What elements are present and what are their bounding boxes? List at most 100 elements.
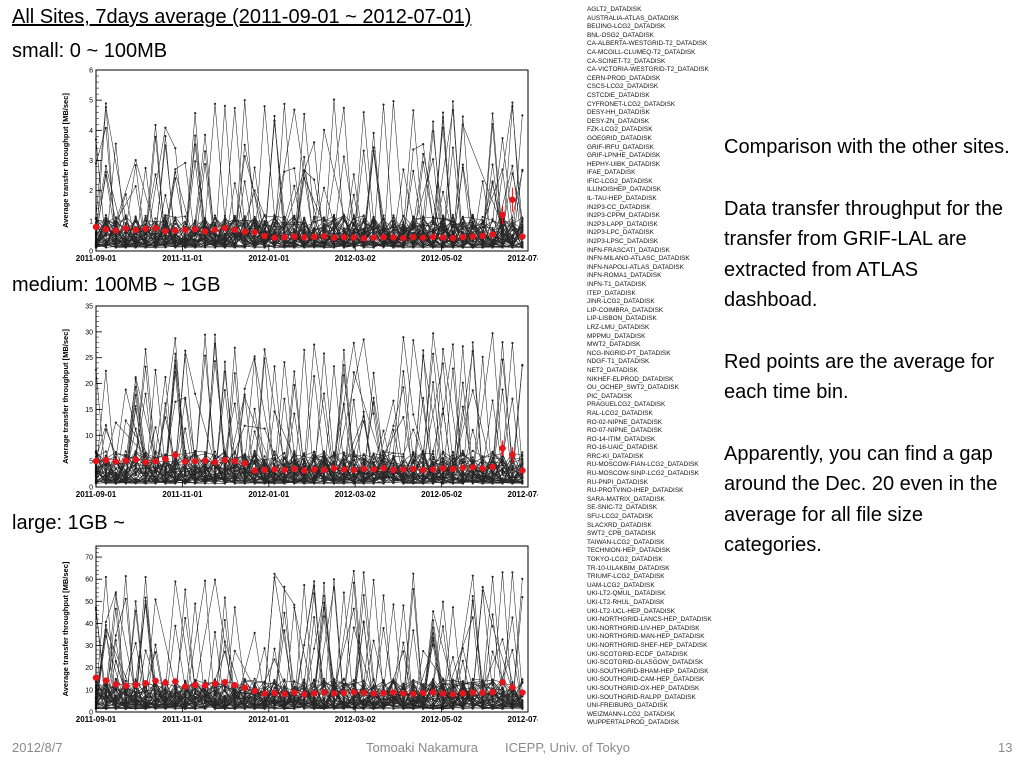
site-point (392, 451, 395, 454)
site-point (94, 466, 98, 469)
average-point (479, 465, 486, 472)
site-point (342, 402, 345, 405)
site-point (233, 479, 236, 482)
site-trace (95, 103, 523, 248)
site-point (481, 456, 484, 459)
site-point (511, 164, 514, 167)
average-point (469, 233, 476, 240)
site-point (134, 470, 137, 474)
site-point (382, 456, 385, 459)
site-point (283, 451, 286, 455)
site-point (372, 146, 375, 149)
site-point (441, 244, 445, 247)
site-point (184, 396, 187, 399)
site-point (471, 456, 474, 459)
site-point (441, 116, 445, 119)
site-point (124, 474, 127, 477)
site-point (303, 156, 306, 159)
site-point (511, 219, 514, 222)
site-point (372, 216, 375, 219)
site-point (194, 465, 197, 468)
site-point (422, 460, 425, 464)
site-point (104, 481, 108, 484)
average-point (122, 225, 129, 232)
site-point (342, 230, 345, 233)
site-point (372, 232, 375, 235)
site-point (134, 467, 137, 470)
site-point (184, 215, 187, 218)
site-point (471, 227, 474, 230)
site-point (104, 102, 108, 105)
average-point (231, 457, 239, 465)
y-tick-label: 50 (85, 599, 93, 606)
average-point (479, 232, 486, 240)
site-point (342, 459, 345, 462)
site-point (104, 479, 108, 482)
site-point (342, 453, 345, 456)
site-point (164, 144, 167, 147)
site-point (382, 222, 385, 225)
average-point (509, 196, 516, 203)
site-point (233, 241, 236, 245)
site-point (332, 481, 336, 484)
y-tick-label: 0 (89, 485, 93, 492)
site-point (471, 389, 474, 392)
site-point (332, 472, 336, 476)
site-point (362, 410, 365, 413)
average-point (330, 465, 338, 472)
site-point (372, 482, 375, 485)
site-point (253, 166, 256, 169)
site-point (461, 231, 464, 234)
site-point (412, 228, 415, 231)
site-trace (95, 113, 523, 248)
site-point (342, 244, 345, 247)
site-point (174, 352, 177, 355)
site-point (263, 221, 266, 225)
site-point (432, 381, 435, 384)
site-point (461, 457, 464, 461)
site-point (104, 428, 108, 431)
average-point (132, 456, 139, 463)
site-point (481, 481, 484, 484)
site-point (263, 105, 266, 108)
site-point (432, 120, 435, 123)
site-point (412, 462, 415, 465)
site-point (104, 243, 108, 246)
site-point (293, 242, 296, 245)
site-point (174, 466, 177, 470)
site-point (491, 460, 494, 463)
average-point (132, 226, 139, 234)
site-point (164, 126, 167, 129)
site-point (303, 482, 306, 485)
site-point (203, 467, 207, 470)
site-point (481, 461, 484, 464)
site-point (303, 246, 306, 249)
site-point (402, 246, 405, 249)
site-point (114, 467, 117, 470)
site-point (303, 112, 306, 116)
site-point (164, 216, 167, 219)
site-point (322, 458, 326, 461)
site-point (521, 241, 524, 244)
site-point (422, 450, 425, 453)
average-point (142, 458, 149, 466)
site-point (382, 242, 385, 245)
site-point (243, 99, 246, 102)
site-point (322, 225, 326, 228)
site-point (293, 228, 296, 231)
x-tick-label: 2012-03-02 (335, 490, 376, 499)
site-point (114, 453, 117, 456)
site-point (94, 138, 98, 141)
y-tick-label: 15 (85, 407, 93, 414)
category-label-large: large: 1GB ~ (12, 512, 125, 534)
site-point (124, 234, 127, 237)
average-point (211, 226, 219, 234)
site-point (461, 246, 464, 249)
site-point (441, 224, 445, 228)
average-point (271, 234, 278, 241)
site-point (491, 228, 494, 231)
y-tick-label: 0 (89, 249, 93, 256)
site-point (104, 465, 108, 468)
y-tick-label: 4 (89, 128, 93, 135)
site-point (124, 469, 127, 472)
